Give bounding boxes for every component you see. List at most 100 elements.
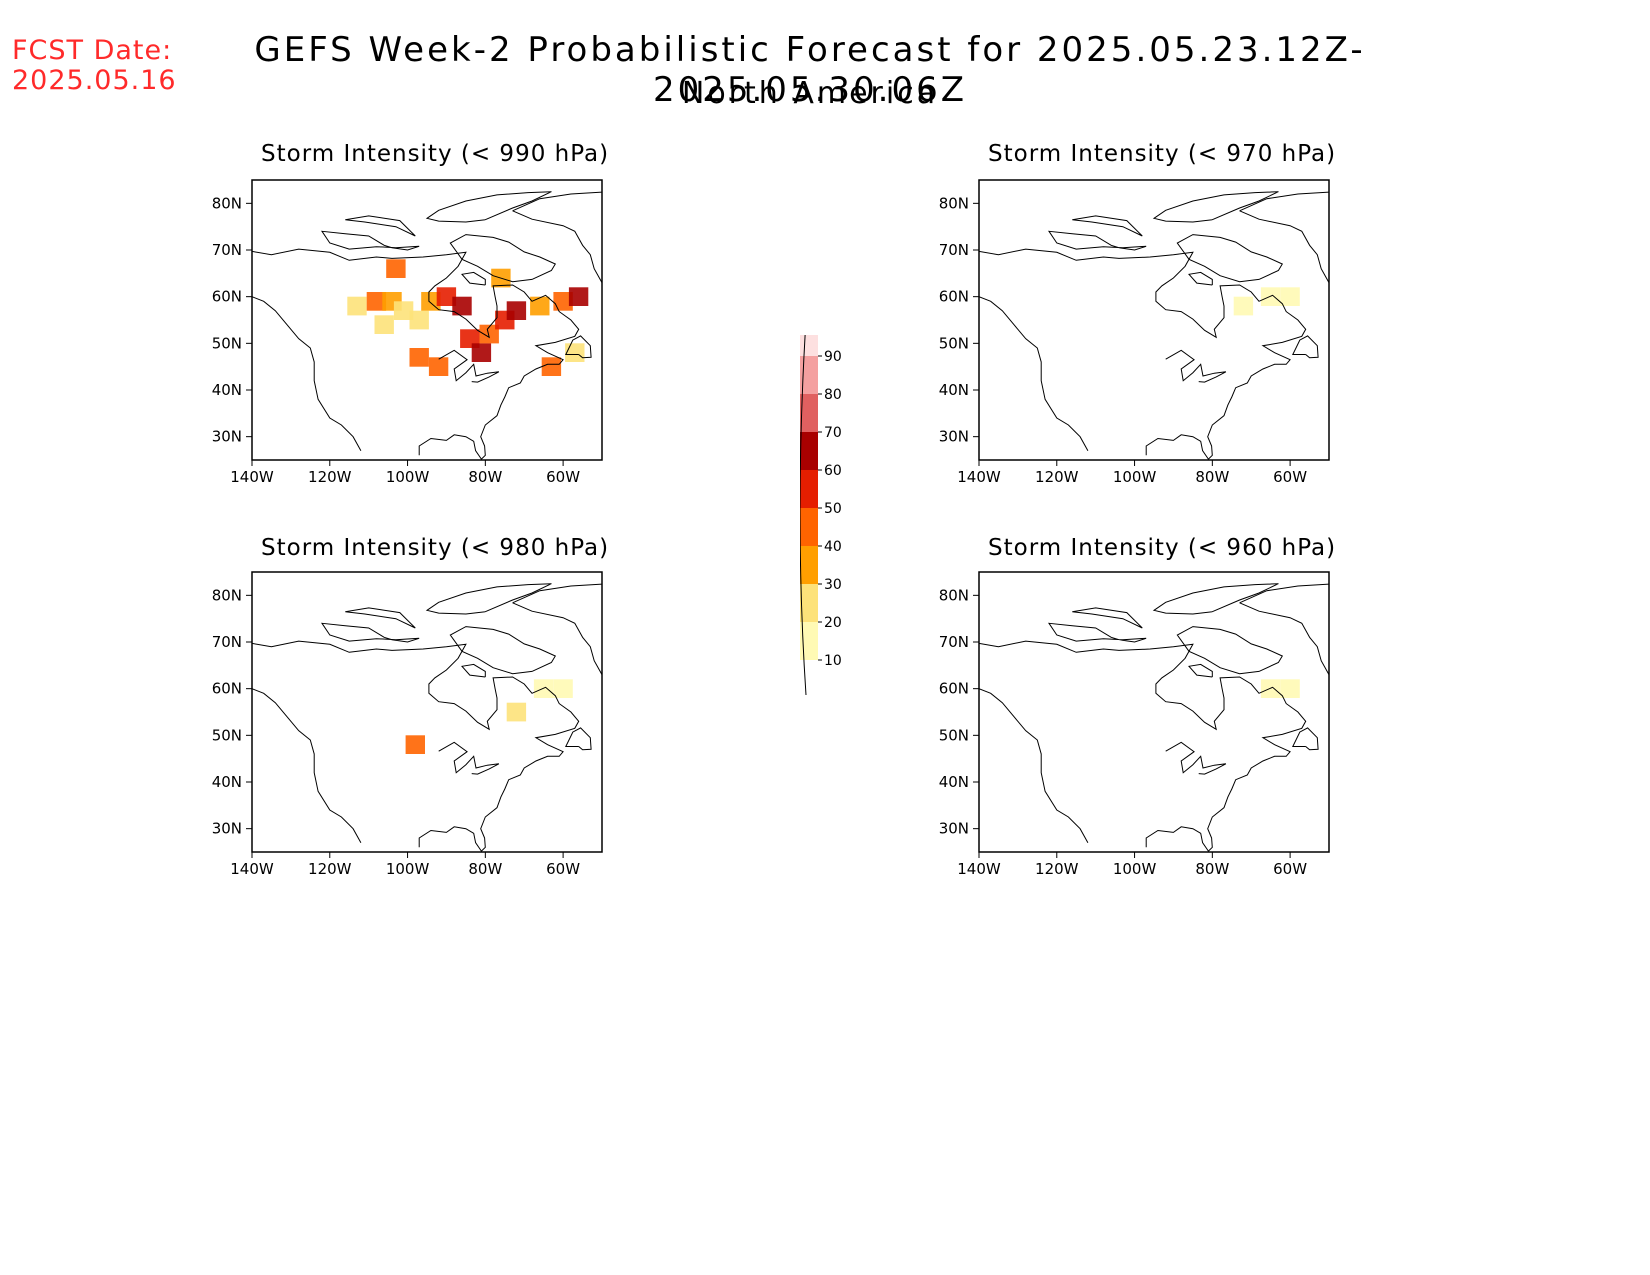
lat-tick-label: 40N bbox=[939, 381, 969, 399]
coastline bbox=[1047, 622, 1147, 643]
lon-tick-label: 100W bbox=[386, 468, 430, 486]
lon-tick-label: 140W bbox=[957, 468, 1001, 486]
coastline bbox=[345, 607, 416, 629]
colorbar-swatch bbox=[800, 622, 818, 660]
probability-cell bbox=[1280, 679, 1300, 698]
panel-title-990: Storm Intensity (< 990 hPa) bbox=[261, 141, 610, 167]
probability-cell bbox=[506, 702, 527, 722]
colorbar-label: 30 bbox=[824, 577, 842, 593]
colorbar-legend: 10 20 30 40 50 60 70 80 90 bbox=[800, 335, 842, 696]
colorbar-swatch bbox=[800, 432, 818, 470]
probability-cell bbox=[366, 292, 387, 311]
probability-cell bbox=[386, 259, 406, 278]
forecast-date-value: 2025.05.16 bbox=[12, 65, 177, 96]
lon-tick-label: 120W bbox=[308, 860, 352, 878]
lat-tick-label: 60N bbox=[939, 680, 969, 698]
coastline bbox=[1188, 663, 1213, 678]
coastline bbox=[320, 622, 420, 643]
coastline bbox=[512, 210, 602, 284]
coastline bbox=[565, 727, 592, 751]
colorbar-label: 50 bbox=[824, 501, 842, 517]
colorbar-label: 20 bbox=[824, 615, 842, 631]
coastline bbox=[565, 335, 592, 359]
probability-cell bbox=[1233, 296, 1254, 316]
lon-tick-label: 60W bbox=[546, 860, 580, 878]
coastline bbox=[1176, 626, 1284, 675]
map-panel-970: 30N 40N 50N 60N 70N 80N 140W 120W 100W 80W 60W bbox=[939, 179, 1330, 486]
lat-tick-label: 30N bbox=[212, 820, 242, 838]
colorbar-label: 40 bbox=[824, 539, 842, 555]
coastline bbox=[1292, 335, 1319, 359]
lon-tick-label: 80W bbox=[468, 468, 502, 486]
probability-cell bbox=[347, 296, 367, 316]
probability-cell bbox=[409, 348, 429, 367]
colorbar-label: 10 bbox=[824, 653, 842, 669]
coastline bbox=[1072, 215, 1143, 237]
coastline bbox=[1072, 607, 1143, 629]
probability-cell bbox=[405, 735, 425, 754]
lat-tick-label: 80N bbox=[212, 586, 242, 604]
lat-tick-label: 40N bbox=[212, 773, 242, 791]
map-panel-980: 30N 40N 50N 60N 70N 80N 140W 120W 100W 80W 60W bbox=[212, 571, 603, 878]
lon-tick-label: 100W bbox=[1113, 468, 1157, 486]
lat-tick-label: 70N bbox=[212, 241, 242, 259]
lat-tick-label: 50N bbox=[212, 726, 242, 744]
coastline bbox=[320, 230, 420, 251]
lat-tick-label: 50N bbox=[939, 334, 969, 352]
coastline bbox=[438, 741, 500, 775]
lon-tick-label: 80W bbox=[1195, 468, 1229, 486]
probability-cell bbox=[421, 292, 441, 311]
lat-tick-label: 30N bbox=[212, 428, 242, 446]
lon-tick-label: 60W bbox=[1273, 860, 1307, 878]
map-panel-960: 30N 40N 50N 60N 70N 80N 140W 120W 100W 80W 60W bbox=[939, 571, 1330, 878]
forecast-date: FCST Date: 2025.05.16 bbox=[12, 36, 177, 96]
lon-tick-label: 140W bbox=[230, 468, 274, 486]
lat-tick-label: 30N bbox=[939, 428, 969, 446]
probability-cell bbox=[530, 296, 550, 316]
lat-tick-label: 30N bbox=[939, 820, 969, 838]
page-subtitle: North America bbox=[681, 76, 939, 111]
lat-tick-label: 80N bbox=[939, 586, 969, 604]
coastline bbox=[1239, 602, 1329, 676]
coastline bbox=[1239, 583, 1329, 604]
coastline bbox=[252, 296, 362, 451]
lon-tick-label: 80W bbox=[468, 860, 502, 878]
lon-tick-label: 100W bbox=[1113, 860, 1157, 878]
coastline bbox=[1292, 727, 1319, 751]
probability-cell bbox=[409, 310, 429, 330]
probability-cell bbox=[553, 292, 573, 311]
probability-cell bbox=[506, 301, 527, 320]
probability-cell bbox=[374, 315, 394, 334]
lat-tick-label: 40N bbox=[939, 773, 969, 791]
lat-tick-label: 60N bbox=[212, 288, 242, 306]
coastline bbox=[425, 583, 552, 615]
coastline bbox=[979, 296, 1089, 451]
coastline bbox=[979, 248, 1307, 460]
colorbar-swatch bbox=[800, 394, 818, 432]
probability-cell bbox=[471, 343, 492, 362]
lon-tick-label: 100W bbox=[386, 860, 430, 878]
coastline bbox=[449, 234, 557, 283]
lon-tick-label: 80W bbox=[1195, 860, 1229, 878]
probability-cell bbox=[452, 296, 472, 316]
lat-tick-label: 50N bbox=[212, 334, 242, 352]
probability-cell bbox=[479, 324, 499, 344]
lat-tick-label: 70N bbox=[939, 633, 969, 651]
coastline bbox=[1176, 234, 1284, 283]
lon-tick-label: 60W bbox=[1273, 468, 1307, 486]
lon-tick-label: 140W bbox=[230, 860, 274, 878]
coastline bbox=[252, 248, 580, 460]
lat-tick-label: 80N bbox=[212, 194, 242, 212]
coastline bbox=[512, 583, 602, 604]
coastline bbox=[449, 626, 557, 675]
coastline bbox=[512, 191, 602, 212]
probability-cell bbox=[428, 357, 449, 376]
colorbar-label: 80 bbox=[824, 387, 842, 403]
colorbar-swatch bbox=[800, 584, 818, 622]
colorbar-swatch bbox=[800, 335, 818, 356]
coastline bbox=[461, 663, 486, 678]
lon-tick-label: 120W bbox=[1035, 860, 1079, 878]
lat-tick-label: 40N bbox=[212, 381, 242, 399]
probability-cell bbox=[1280, 287, 1300, 306]
map-frame bbox=[978, 571, 1330, 853]
